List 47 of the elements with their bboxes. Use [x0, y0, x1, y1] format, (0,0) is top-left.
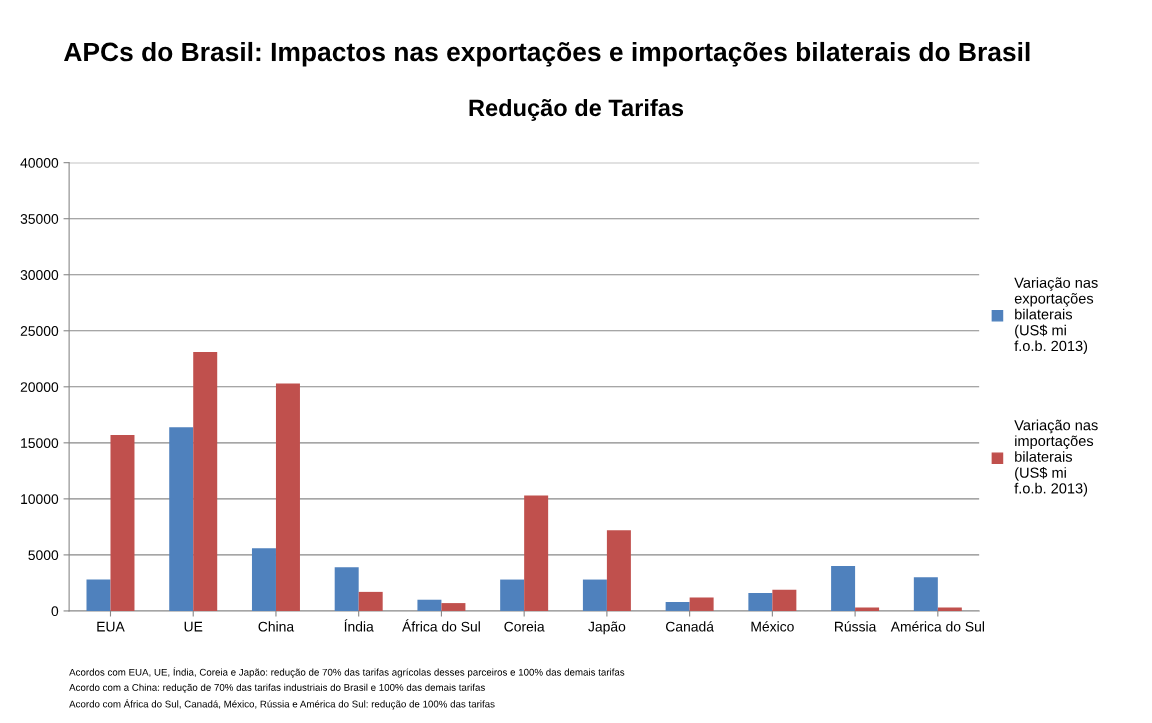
bar — [169, 427, 194, 611]
bar — [748, 593, 773, 611]
x-tick-label: México — [751, 621, 794, 632]
legend-label: Variação nas importações bilaterais (US$ mi f.o.b. 2013) — [1014, 419, 1098, 497]
bar — [582, 579, 607, 611]
text: Acordo com a China: redução de 70% das tarifas industriais do Brasil e 100% das demais tarifas — [69, 683, 485, 693]
bar — [772, 589, 797, 611]
y-tick-label: 20000 — [20, 382, 59, 392]
bar — [334, 567, 359, 611]
bar — [831, 566, 856, 611]
x-tick-label: Japão — [588, 621, 626, 635]
bar — [524, 495, 549, 611]
text: Acordo com África do Sul, Canadá, México, Rússia e América do Sul: redução de 100% das tarifas — [69, 698, 495, 710]
bar — [665, 601, 690, 611]
y-tick-label: 5000 — [28, 550, 59, 561]
y-tick-label: 35000 — [20, 214, 59, 224]
bar — [358, 591, 383, 611]
bar — [251, 548, 276, 611]
chart-subtitle: Redução de Tarifas — [469, 98, 684, 121]
bar — [110, 434, 135, 611]
bar — [417, 599, 442, 611]
legend-label: Variação nas exportações bilaterais (US$ mi f.o.b. 2013) — [1014, 277, 1098, 354]
text: Acordos com EUA, UE, Índia, Coreia e Japão: redução de 70% das tarifas agrícolas desses parceiros e 100% das demais tarifas — [69, 667, 625, 678]
bar — [913, 577, 938, 611]
y-tick-label: 30000 — [20, 270, 59, 280]
x-tick-label: Rússia — [835, 621, 877, 632]
x-tick-label: América do Sul — [890, 621, 984, 632]
x-tick-label: Canadá — [666, 621, 714, 632]
y-tick-label: 10000 — [21, 494, 59, 505]
y-tick-label: 0 — [51, 606, 59, 617]
bar — [500, 579, 525, 611]
chart-title: APCs do Brasil: Impactos nas exportações e importações bilaterais do Brasil — [64, 41, 1030, 67]
bar — [86, 579, 111, 611]
bar — [441, 603, 466, 611]
x-tick-label: África do Sul — [402, 619, 480, 632]
x-tick-label: Coreia — [504, 621, 545, 632]
x-tick-label: UE — [184, 621, 203, 632]
bar — [275, 383, 300, 611]
y-tick-label: 15000 — [21, 438, 59, 449]
x-tick-label: Índia — [344, 619, 374, 632]
y-tick-label: 40000 — [20, 158, 59, 168]
bar — [193, 352, 218, 611]
x-tick-label: EUA — [97, 621, 125, 632]
y-tick-label: 25000 — [20, 326, 59, 336]
bar — [606, 530, 631, 611]
bar — [689, 597, 714, 611]
x-tick-label: China — [258, 621, 295, 632]
